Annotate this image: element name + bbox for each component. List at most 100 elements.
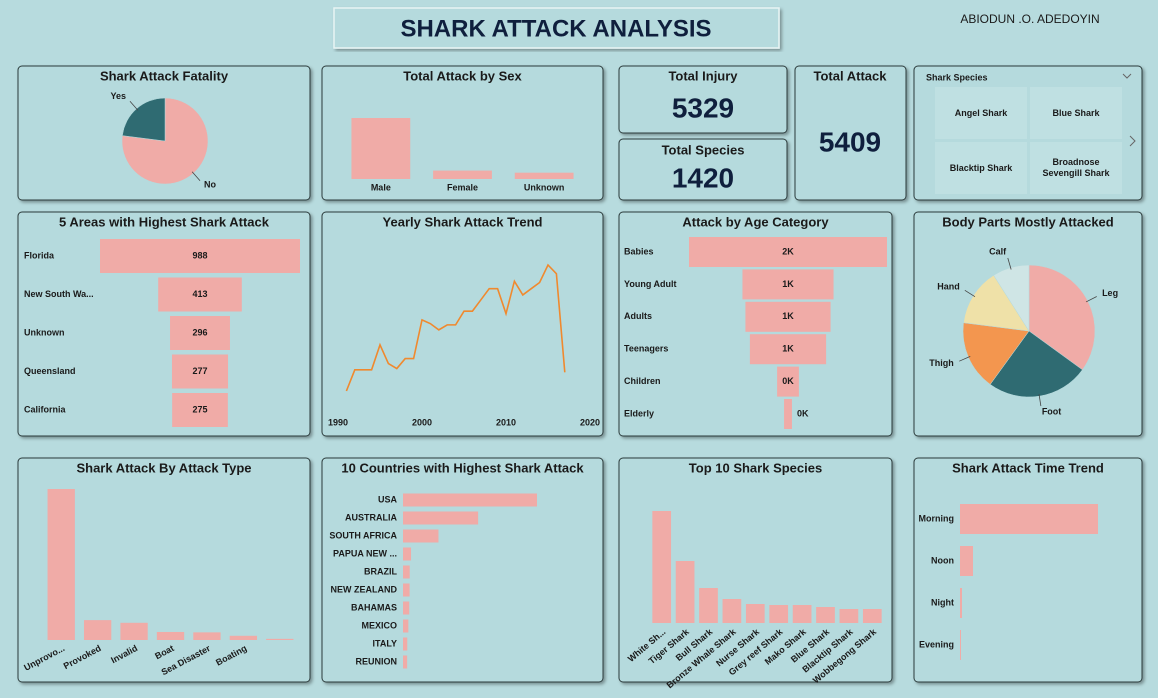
bar bbox=[403, 529, 439, 543]
kpi-value: 1420 bbox=[672, 162, 734, 193]
bar bbox=[652, 511, 672, 623]
category-label: Night bbox=[931, 597, 954, 607]
slicer-item-label[interactable]: Blue Shark bbox=[1052, 107, 1100, 118]
funnel-bar bbox=[777, 366, 799, 397]
value-label: 296 bbox=[192, 327, 207, 337]
funnel-bar bbox=[784, 399, 792, 429]
category-label: USA bbox=[378, 494, 398, 504]
slicer-item[interactable]: Blue Shark bbox=[1030, 87, 1122, 139]
slicer-dropdown[interactable] bbox=[1122, 73, 1132, 79]
category-label: Male bbox=[371, 182, 391, 192]
category-label: REUNION bbox=[355, 656, 397, 666]
category-label: BAHAMAS bbox=[351, 602, 397, 612]
kpi-value: 5329 bbox=[672, 92, 734, 123]
x-tick-label: 1990 bbox=[328, 417, 348, 427]
bar bbox=[47, 489, 75, 640]
kpi-label: Total Attack bbox=[814, 68, 888, 83]
funnel-bar bbox=[158, 277, 242, 312]
x-tick-label: 2000 bbox=[412, 417, 432, 427]
kpi-label: Total Species bbox=[662, 142, 745, 157]
value-label: 1K bbox=[782, 279, 794, 289]
value-label: 1K bbox=[782, 311, 794, 321]
funnel-bar bbox=[171, 354, 229, 389]
category-label: AUSTRALIA bbox=[345, 512, 397, 522]
dashboard-title: SHARK ATTACK ANALYSIS bbox=[400, 15, 711, 42]
chart-title: 5 Areas with Highest Shark Attack bbox=[59, 214, 270, 229]
category-label: Queensland bbox=[24, 366, 76, 376]
category-label: Unknown bbox=[24, 327, 65, 337]
bar bbox=[960, 588, 962, 618]
pie-label: Foot bbox=[1042, 406, 1062, 416]
bar bbox=[960, 630, 961, 660]
bar bbox=[839, 609, 859, 623]
funnel-bar bbox=[170, 316, 230, 350]
leader-line bbox=[959, 356, 971, 362]
funnel-bar bbox=[172, 393, 228, 427]
bar bbox=[403, 619, 409, 633]
slicer-item[interactable]: Angel Shark bbox=[935, 87, 1027, 139]
category-label: Babies bbox=[624, 246, 654, 256]
pie-label: Thigh bbox=[929, 358, 954, 368]
bar bbox=[403, 583, 410, 597]
category-label: Florida bbox=[24, 250, 55, 260]
chart-title: 10 Countries with Highest Shark Attack bbox=[341, 460, 584, 475]
chart-card bbox=[618, 457, 893, 683]
bar bbox=[960, 546, 973, 576]
funnel-bar bbox=[689, 237, 887, 267]
slicer-item[interactable]: Broadnose Sevengill Shark bbox=[1030, 142, 1122, 194]
bar bbox=[792, 605, 812, 623]
category-label: BRAZIL bbox=[364, 566, 397, 576]
category-label: Adults bbox=[624, 311, 652, 321]
value-label: 275 bbox=[192, 404, 207, 414]
category-label: Young Adult bbox=[624, 279, 676, 289]
chart-title: Top 10 Shark Species bbox=[689, 460, 822, 475]
bar bbox=[403, 565, 410, 579]
bar bbox=[514, 172, 574, 179]
bar bbox=[816, 607, 835, 623]
bar bbox=[699, 588, 718, 623]
category-label: New South Wa... bbox=[24, 289, 94, 299]
chart-card bbox=[321, 211, 604, 437]
value-label: 2K bbox=[782, 246, 794, 256]
value-label: 277 bbox=[192, 366, 207, 376]
category-label: ITALY bbox=[372, 638, 397, 648]
slicer-item-label[interactable]: Blacktip Shark bbox=[949, 162, 1013, 173]
value-label: 0K bbox=[782, 376, 794, 386]
slicer-item[interactable]: Blacktip Shark bbox=[935, 142, 1027, 194]
leader-line bbox=[1038, 394, 1042, 407]
bar bbox=[403, 511, 479, 525]
chart-title: Body Parts Mostly Attacked bbox=[942, 214, 1114, 229]
slicer-next[interactable] bbox=[1129, 135, 1136, 147]
category-label: Elderly bbox=[624, 408, 654, 418]
slicer-title: Shark Species bbox=[926, 72, 988, 82]
category-label: Noon bbox=[931, 555, 954, 565]
category-label: Evening bbox=[919, 639, 954, 649]
chart-title: Total Attack by Sex bbox=[403, 68, 522, 83]
x-tick-label: 2010 bbox=[496, 417, 516, 427]
chart-title: Shark Attack By Attack Type bbox=[76, 460, 251, 475]
category-label: Teenagers bbox=[624, 344, 668, 354]
pie-label: No bbox=[204, 180, 216, 190]
chart-title: Attack by Age Category bbox=[682, 214, 829, 229]
x-tick-label: 2020 bbox=[580, 417, 600, 427]
funnel-bar bbox=[742, 269, 834, 300]
slicer-item-label[interactable]: Broadnose Sevengill Shark bbox=[1042, 157, 1110, 178]
bar bbox=[403, 547, 412, 561]
bar bbox=[120, 622, 148, 640]
value-label: 413 bbox=[192, 289, 207, 299]
leader-line bbox=[129, 100, 139, 111]
category-label: SOUTH AFRICA bbox=[329, 530, 397, 540]
leader-line bbox=[1085, 296, 1097, 303]
funnel-bar bbox=[100, 239, 300, 273]
bar bbox=[403, 637, 408, 651]
slicer-item-label[interactable]: Angel Shark bbox=[954, 107, 1008, 118]
leader-line bbox=[1007, 257, 1012, 270]
kpi-label: Total Injury bbox=[668, 68, 738, 83]
kpi-card bbox=[794, 65, 907, 201]
bar bbox=[403, 601, 410, 615]
category-label: Unknown bbox=[524, 182, 565, 192]
chart-title: Shark Attack Fatality bbox=[100, 68, 229, 83]
bar bbox=[156, 631, 185, 640]
bar bbox=[83, 620, 112, 640]
